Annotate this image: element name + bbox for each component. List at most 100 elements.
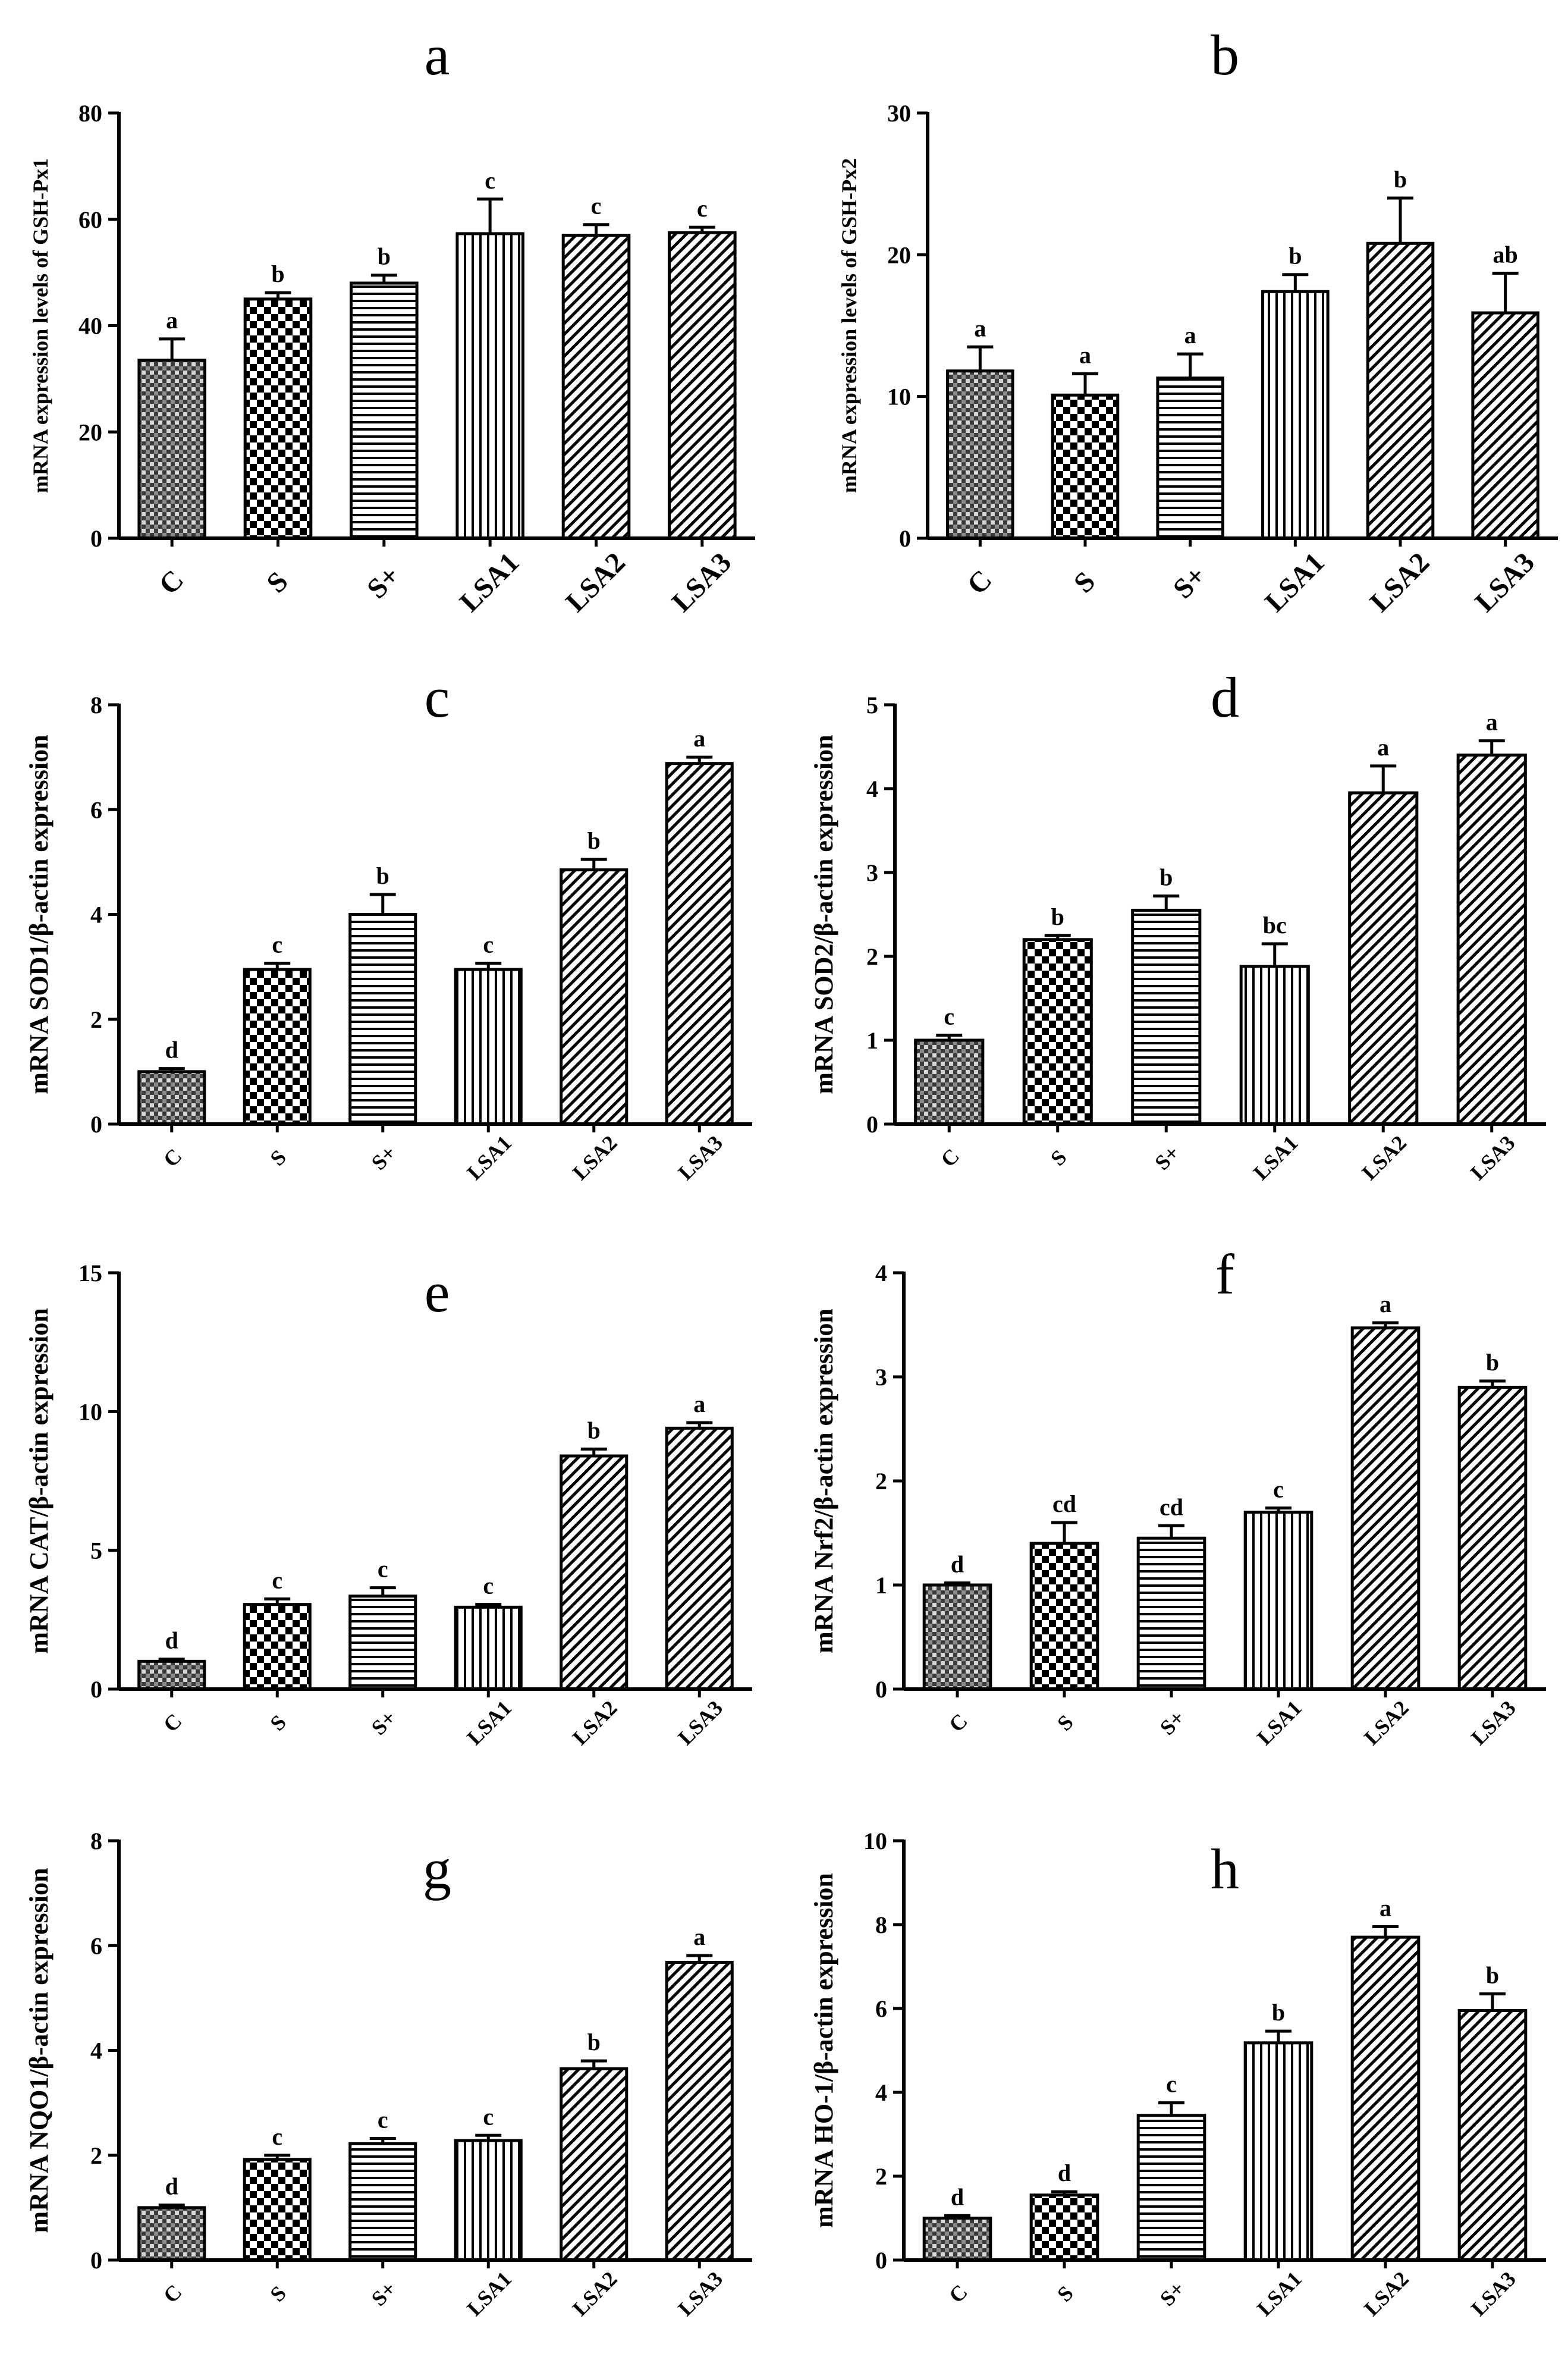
significance-label: d: [951, 2183, 964, 2210]
significance-label: b: [1289, 243, 1302, 269]
bar: [1029, 2193, 1099, 2262]
y-tick-label: 8: [90, 1828, 102, 1854]
significance-label: d: [1058, 2160, 1071, 2186]
y-tick-label: 5: [90, 1537, 102, 1564]
panel-label: h: [1211, 1837, 1239, 1901]
y-tick-label: 0: [90, 525, 102, 552]
y-tick-label: 80: [78, 100, 102, 127]
y-axis-label: mRNA HO-1/β-actin expression: [809, 1873, 838, 2228]
bar: [137, 1659, 206, 1691]
bar: [1457, 2009, 1528, 2262]
category-label: LSA2: [1357, 1131, 1411, 1185]
category-label: LSA3: [673, 1696, 727, 1750]
category-label: LSA2: [560, 547, 631, 618]
significance-label: a: [1380, 1895, 1391, 1922]
bar: [1456, 754, 1527, 1126]
significance-label: b: [1486, 1349, 1499, 1376]
bar: [243, 2158, 312, 2262]
category-label: LSA1: [462, 2267, 516, 2321]
bar: [1243, 1511, 1314, 1691]
y-tick-label: 2: [90, 2142, 102, 2169]
panel-label: g: [423, 1837, 451, 1901]
y-tick-label: 8: [90, 692, 102, 718]
significance-label: a: [1380, 1291, 1391, 1317]
panel-label: b: [1211, 23, 1239, 87]
y-axis-label: mRNA Nrf2/β-actin expression: [809, 1308, 838, 1653]
category-label: S+: [367, 1141, 401, 1175]
category-label: S+: [1150, 1141, 1184, 1175]
bar: [1156, 376, 1224, 540]
category-label: C: [153, 564, 190, 601]
significance-label: a: [974, 315, 986, 341]
bar: [348, 1595, 417, 1691]
significance-label: c: [591, 193, 602, 219]
y-tick-label: 0: [90, 1676, 102, 1703]
y-tick-label: 1: [875, 1572, 887, 1599]
category-label: S: [266, 1710, 291, 1735]
significance-label: b: [378, 243, 391, 270]
bar: [1136, 1536, 1206, 1691]
significance-label: a: [166, 307, 178, 334]
category-label: S: [266, 2281, 291, 2306]
significance-label: b: [587, 2029, 601, 2055]
y-tick-label: 0: [899, 525, 911, 552]
bar: [1366, 241, 1435, 540]
bar: [348, 913, 417, 1126]
y-tick-label: 6: [875, 1995, 887, 2022]
y-tick-label: 8: [875, 1912, 887, 1938]
significance-label: c: [483, 2103, 494, 2130]
bar: [665, 762, 734, 1126]
significance-label: b: [1051, 903, 1064, 930]
significance-label: d: [951, 1551, 964, 1578]
category-label: S: [266, 1145, 291, 1170]
y-tick-label: 30: [887, 100, 911, 127]
significance-label: a: [1486, 709, 1498, 736]
significance-label: bc: [1263, 912, 1287, 939]
significance-label: c: [272, 1567, 282, 1593]
category-label: LSA1: [1249, 1131, 1303, 1185]
significance-label: b: [376, 862, 389, 889]
category-label: LSA3: [1469, 547, 1540, 618]
y-tick-label: 15: [78, 1260, 102, 1286]
bar: [560, 2067, 629, 2262]
bar: [454, 968, 523, 1126]
category-label: LSA2: [568, 1131, 622, 1185]
significance-label: b: [1159, 864, 1173, 890]
bar: [922, 2217, 992, 2262]
category-label: C: [944, 1709, 972, 1737]
y-tick-label: 6: [90, 1932, 102, 1959]
bar: [1348, 791, 1419, 1126]
bar: [243, 297, 313, 540]
category-label: S: [260, 566, 294, 599]
category-label: C: [961, 564, 998, 601]
y-tick-label: 6: [90, 796, 102, 823]
bar: [914, 1038, 985, 1126]
significance-label: ab: [1493, 241, 1518, 268]
panel-b: b mRNA expression levels of GSH-Px2 a Ca Sa S…: [837, 23, 1558, 618]
y-tick-label: 0: [875, 2247, 887, 2274]
bar: [561, 234, 631, 540]
category-label: LSA1: [462, 1696, 516, 1750]
y-axis-label: mRNA SOD2/β-actin expression: [809, 735, 838, 1094]
bar: [243, 1603, 312, 1691]
bar: [1136, 2114, 1206, 2262]
bar: [1243, 2041, 1314, 2262]
bar: [1051, 393, 1120, 540]
bar: [1350, 1935, 1421, 2262]
bar: [665, 1426, 734, 1691]
bar: [560, 1454, 629, 1691]
significance-label: d: [165, 1627, 178, 1654]
y-axis-label: mRNA NQO1/β-actin expression: [24, 1868, 54, 2233]
category-label: C: [159, 2280, 187, 2308]
bar: [1022, 938, 1093, 1126]
significance-label: c: [483, 931, 494, 958]
y-tick-label: 1: [866, 1027, 878, 1054]
bar: [455, 232, 524, 540]
y-tick-label: 20: [887, 241, 911, 268]
significance-label: c: [485, 167, 495, 194]
significance-label: a: [1377, 734, 1389, 761]
bar: [946, 369, 1014, 540]
bar: [348, 2142, 417, 2262]
panel-label: d: [1211, 666, 1239, 729]
category-label: LSA2: [568, 1696, 622, 1750]
